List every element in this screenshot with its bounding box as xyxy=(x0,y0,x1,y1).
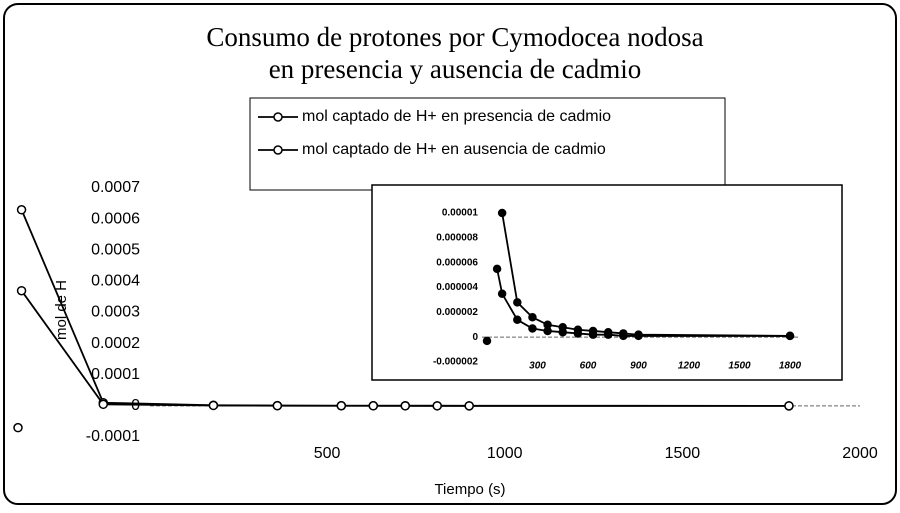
data-point xyxy=(603,330,613,339)
data-point xyxy=(634,331,643,341)
legend-marker xyxy=(273,145,283,155)
data-point xyxy=(588,330,598,339)
data-point xyxy=(528,324,537,333)
y-tick-label: 0 xyxy=(131,397,140,414)
data-point xyxy=(619,331,628,341)
data-point xyxy=(208,400,219,411)
data-point xyxy=(528,313,537,322)
data-point xyxy=(482,336,492,346)
data-point xyxy=(368,401,379,411)
chart-title: Consumo de protones por Cymodocea nodosa xyxy=(206,22,703,52)
data-point xyxy=(497,208,507,218)
y-tick-label: 0.0006 xyxy=(91,210,140,227)
data-point xyxy=(543,326,552,336)
y-tick-label: 0 xyxy=(472,332,478,343)
legend-box xyxy=(249,97,726,191)
data-point xyxy=(573,329,583,338)
y-tick-label: -0.000002 xyxy=(433,357,478,368)
data-point xyxy=(784,401,794,411)
y-tick-label: 0.0003 xyxy=(91,304,140,321)
data-point xyxy=(13,422,23,433)
data-point xyxy=(432,401,442,411)
series-line xyxy=(20,290,789,407)
x-tick-label: 1500 xyxy=(665,445,701,462)
data-point xyxy=(785,331,795,341)
x-tick-label: 2000 xyxy=(842,445,878,462)
x-tick-label: 1000 xyxy=(487,445,523,462)
legend-label: mol captado de H+ en ausencia de cadmio xyxy=(302,141,606,158)
x-tick-label: 1800 xyxy=(779,361,802,372)
x-tick-label: 500 xyxy=(314,445,341,462)
y-tick-label: 0.000002 xyxy=(436,307,478,318)
y-tick-label: 0.000006 xyxy=(436,257,478,268)
x-tick-label: 300 xyxy=(529,361,546,372)
x-tick-label: 600 xyxy=(580,361,597,372)
data-point xyxy=(464,401,474,411)
data-point xyxy=(16,285,27,296)
data-point xyxy=(558,327,567,337)
data-point xyxy=(336,401,347,411)
y-tick-label: 0.0007 xyxy=(91,179,140,196)
legend-label: mol captado de H+ en presencia de cadmio xyxy=(302,108,611,125)
data-point xyxy=(16,205,27,215)
x-tick-label: 900 xyxy=(630,361,647,372)
chart-title: en presencia y ausencia de cadmio xyxy=(269,54,642,84)
data-point xyxy=(513,298,522,307)
y-tick-label: 0.0001 xyxy=(91,366,140,383)
x-tick-label: 1500 xyxy=(728,361,751,372)
data-point xyxy=(272,400,283,411)
x-tick-label: 1200 xyxy=(678,361,701,372)
data-point xyxy=(497,289,507,298)
y-tick-label: 0.0004 xyxy=(91,273,140,290)
data-point xyxy=(400,401,410,411)
y-tick-label: 0.000008 xyxy=(436,232,478,243)
y-tick-label: -0.0001 xyxy=(86,428,140,445)
y-tick-label: 0.0005 xyxy=(91,241,140,258)
data-point xyxy=(492,264,502,274)
legend-marker xyxy=(273,112,283,122)
data-point xyxy=(513,315,522,325)
y-tick-label: 0.000004 xyxy=(436,282,478,293)
y-tick-label: 0.00001 xyxy=(442,208,479,219)
inset-box xyxy=(371,184,843,381)
x-axis-label: Tiempo (s) xyxy=(434,481,505,498)
data-point xyxy=(98,399,109,410)
y-tick-label: 0.0002 xyxy=(91,335,140,352)
